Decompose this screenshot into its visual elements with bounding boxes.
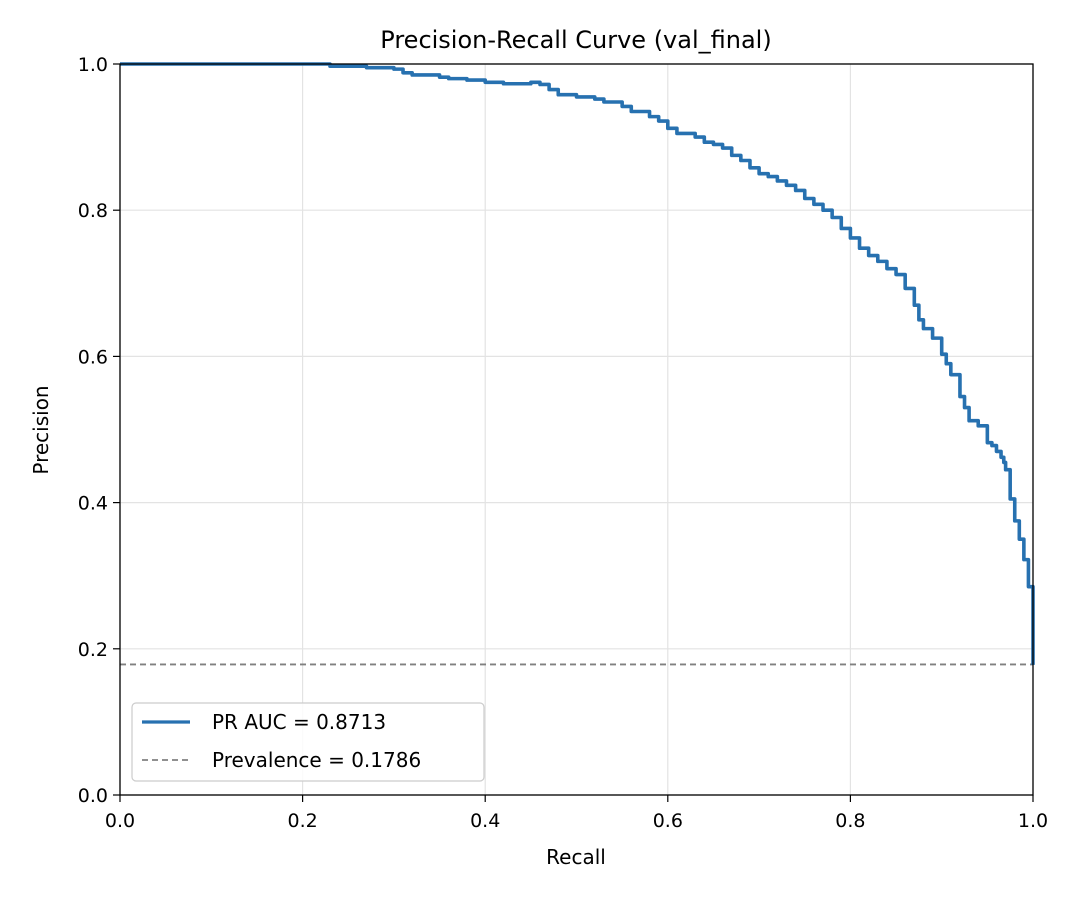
legend-label-pr-auc: PR AUC = 0.8713 <box>212 710 386 734</box>
pr-curve-line <box>120 62 1035 665</box>
y-axis: 0.0 0.2 0.4 0.6 0.8 1.0 <box>78 54 120 807</box>
y-tick-label: 0.6 <box>78 346 108 368</box>
x-tick-label: 1.0 <box>1018 810 1048 832</box>
y-tick-label: 1.0 <box>78 54 108 76</box>
x-tick-label: 0.4 <box>470 810 500 832</box>
y-tick-label: 0.2 <box>78 639 108 661</box>
x-tick-label: 0.2 <box>287 810 317 832</box>
plot-frame <box>119 63 1034 796</box>
x-axis: 0.0 0.2 0.4 0.6 0.8 1.0 <box>105 795 1048 832</box>
x-tick-label: 0.6 <box>653 810 683 832</box>
legend-box <box>131 702 485 782</box>
chart-title: Precision-Recall Curve (val_final) <box>380 26 771 54</box>
y-tick-label: 0.8 <box>78 200 108 222</box>
y-tick-label: 0.4 <box>78 493 108 515</box>
x-tick-label: 0.8 <box>835 810 865 832</box>
series-layer <box>120 62 1035 666</box>
legend-label-prevalence: Prevalence = 0.1786 <box>212 748 421 772</box>
legend: PR AUC = 0.8713 Prevalence = 0.1786 <box>131 702 485 782</box>
y-axis-label: Precision <box>29 385 53 474</box>
y-tick-label: 0.0 <box>78 785 108 807</box>
grid-lines <box>119 63 1034 796</box>
x-axis-label: Recall <box>546 845 606 869</box>
x-tick-label: 0.0 <box>105 810 135 832</box>
